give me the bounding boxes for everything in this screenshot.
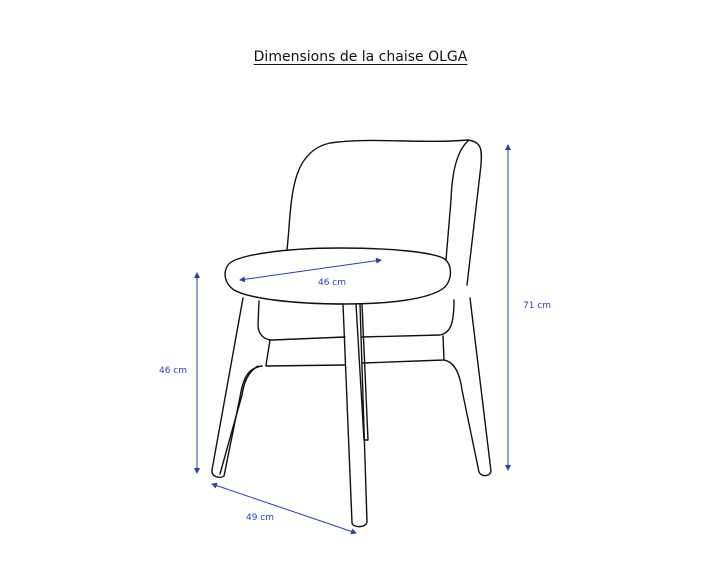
diagram-title: Dimensions de la chaise OLGA — [0, 49, 721, 65]
front-left-leg-inner — [219, 365, 259, 475]
total-height-label: 71 cm — [522, 301, 552, 311]
rear-right-leg — [443, 297, 492, 477]
dimension-lines — [194, 144, 511, 535]
front-left-leg — [211, 297, 263, 479]
seat-height-label: 46 cm — [158, 366, 188, 376]
width-label: 49 cm — [245, 513, 275, 523]
width-arrow — [211, 482, 357, 535]
title-text: Dimensions de la chaise OLGA — [253, 49, 468, 65]
backrest — [286, 139, 483, 286]
seat-cushion — [224, 247, 452, 305]
backrest-side — [445, 140, 469, 261]
apron — [265, 335, 445, 367]
seat-depth-label: 46 cm — [317, 278, 347, 288]
seat-base — [257, 299, 455, 341]
rear-left-leg — [355, 303, 369, 441]
seat-depth-arrow — [239, 257, 382, 283]
